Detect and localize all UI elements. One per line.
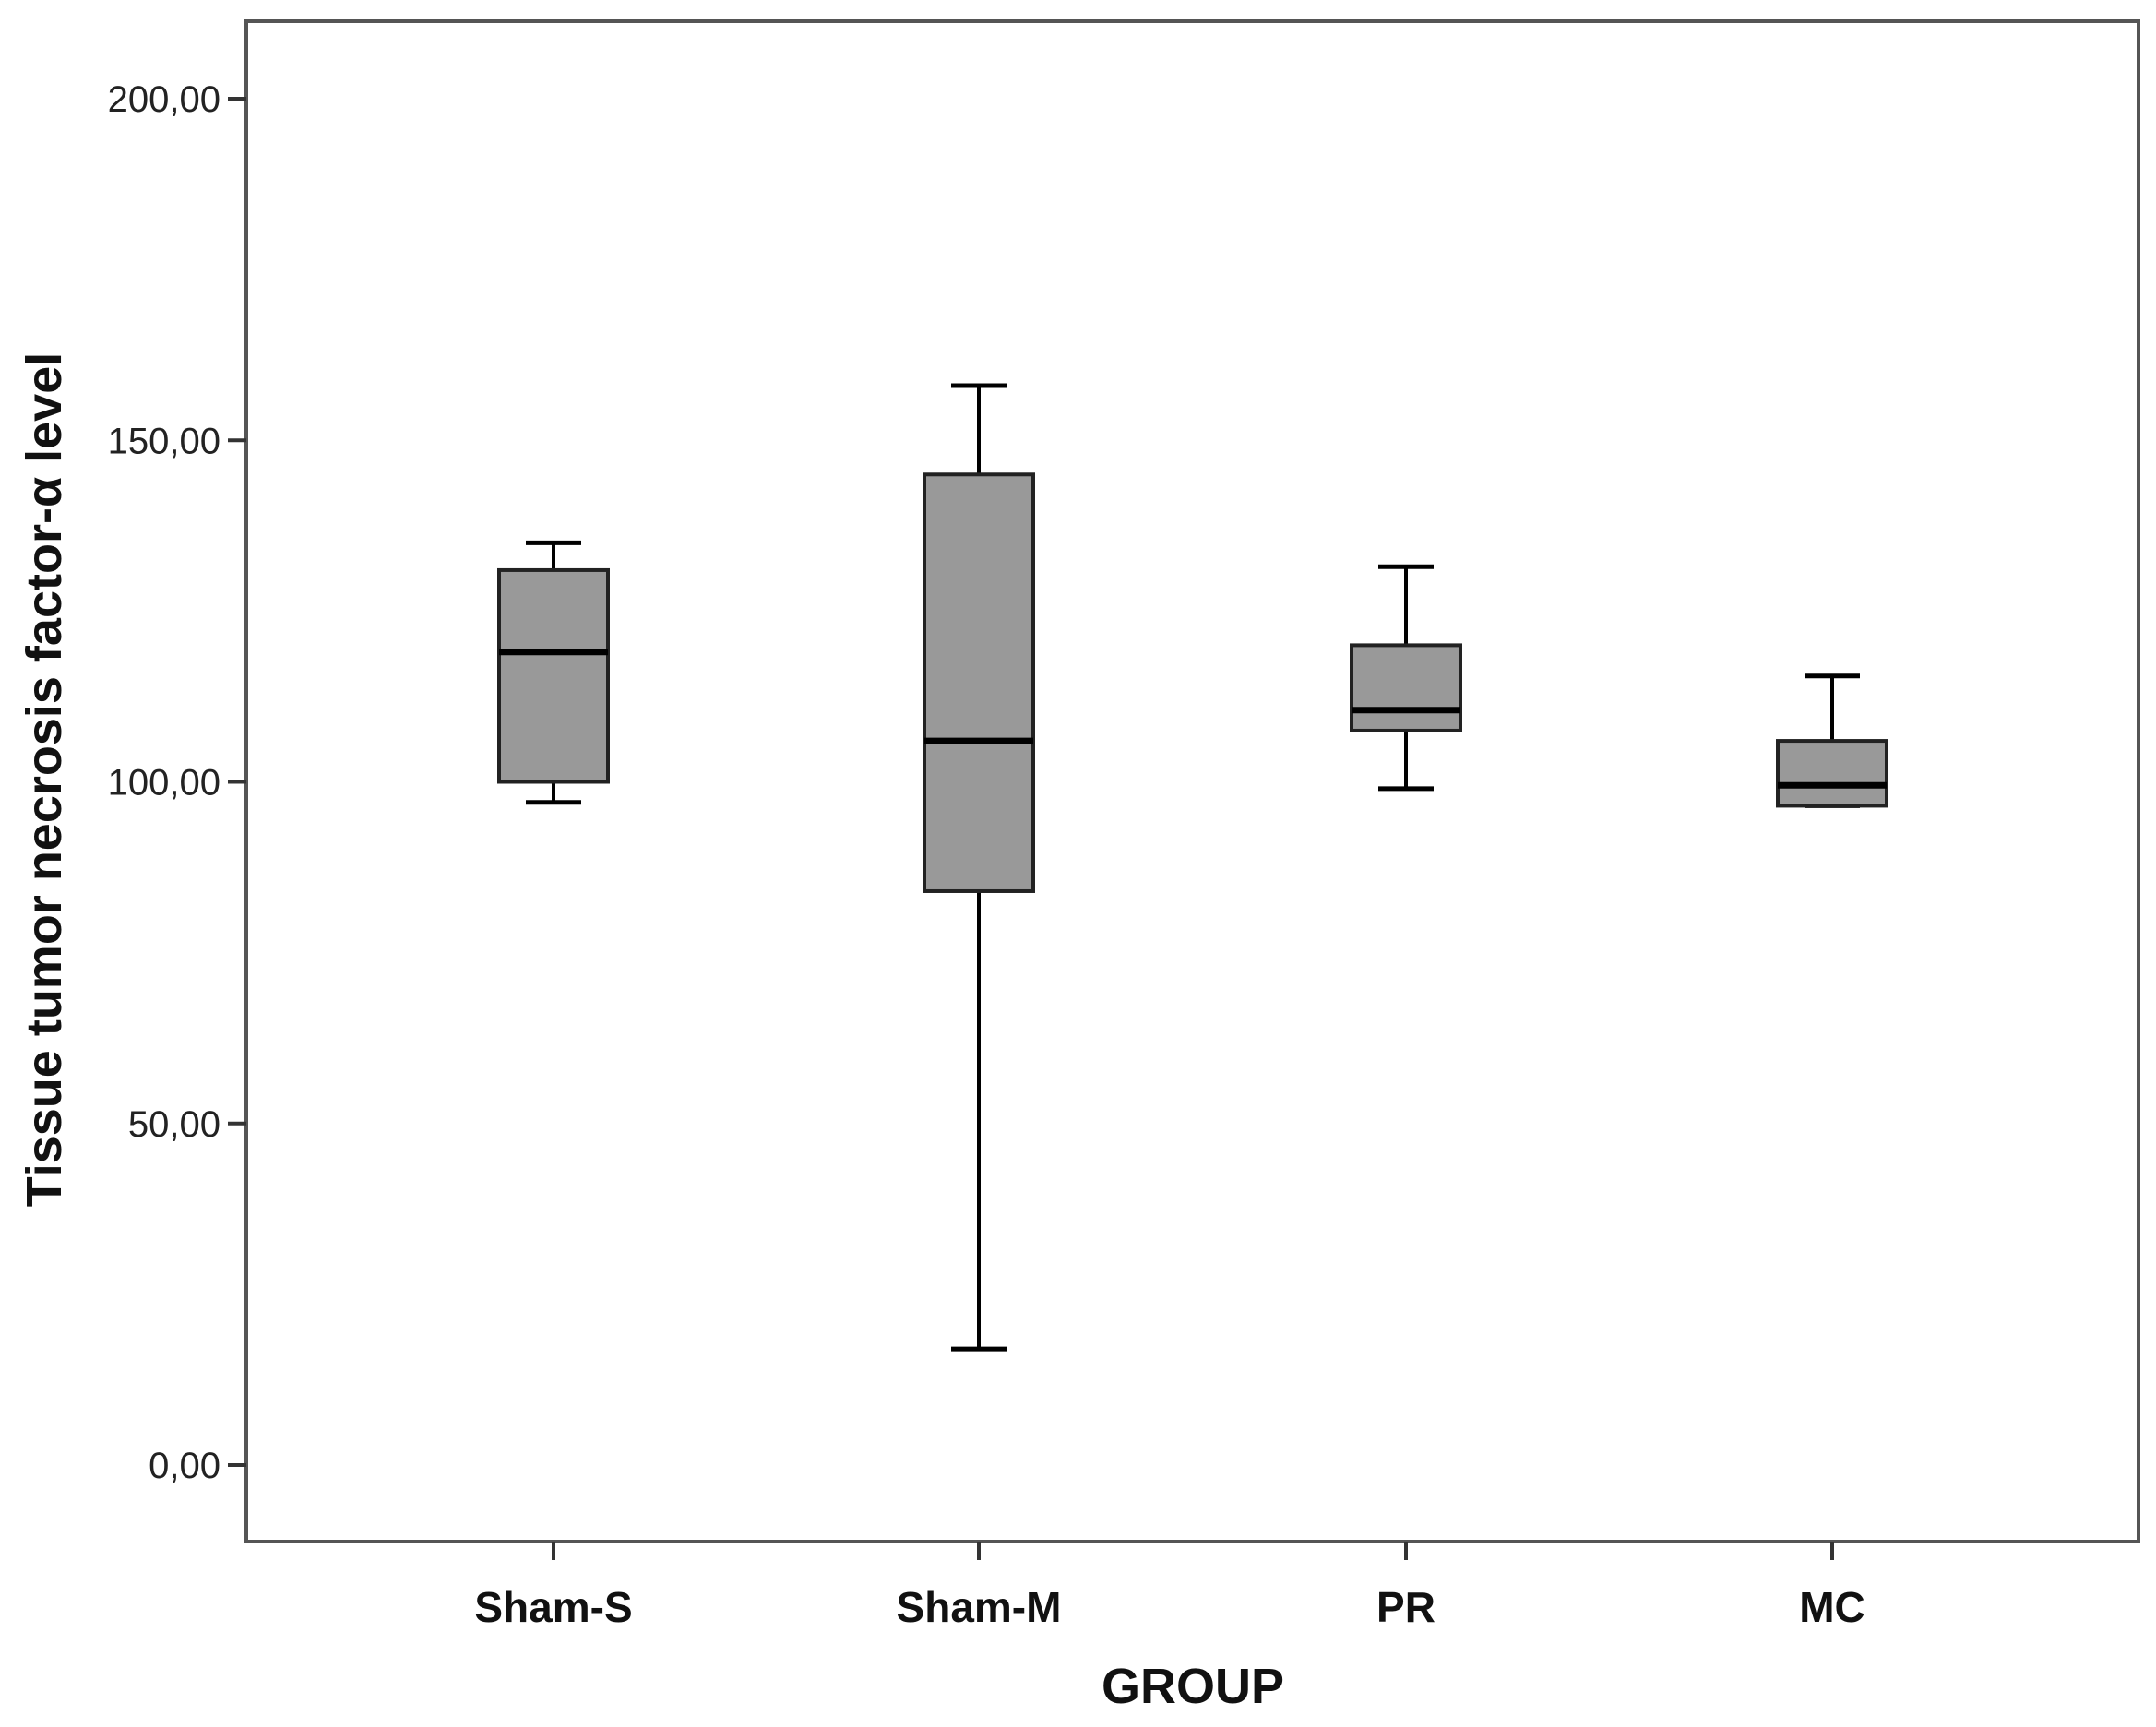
x-category-label: Sham-S <box>474 1583 632 1631</box>
iqr-box <box>1776 739 1888 808</box>
iqr-box <box>923 472 1035 893</box>
iqr-box <box>1350 643 1462 732</box>
y-tick-label: 0,00 <box>149 1446 220 1486</box>
y-axis-title: Tissue tumor necrosis factor-α level <box>17 352 72 1208</box>
y-tick-label: 50,00 <box>128 1104 220 1145</box>
x-category-label: MC <box>1799 1583 1865 1631</box>
box-sham-s <box>497 540 610 805</box>
box-sham-m <box>923 383 1035 1352</box>
x-category-label: Sham-M <box>897 1583 1062 1631</box>
boxes <box>497 383 1888 1352</box>
y-tick-label: 200,00 <box>108 79 220 120</box>
x-category-label: PR <box>1376 1583 1435 1631</box>
x-axis-title: GROUP <box>1102 1659 1284 1714</box>
iqr-box <box>497 567 610 784</box>
x-axis: Sham-S Sham-M PR MC <box>474 1542 1865 1631</box>
box-mc <box>1776 673 1888 808</box>
y-tick-label: 150,00 <box>108 421 220 461</box>
y-axis: 0,00 50,00 100,00 150,00 200,00 <box>108 79 246 1486</box>
box-pr <box>1350 564 1462 792</box>
y-tick-label: 100,00 <box>108 763 220 804</box>
